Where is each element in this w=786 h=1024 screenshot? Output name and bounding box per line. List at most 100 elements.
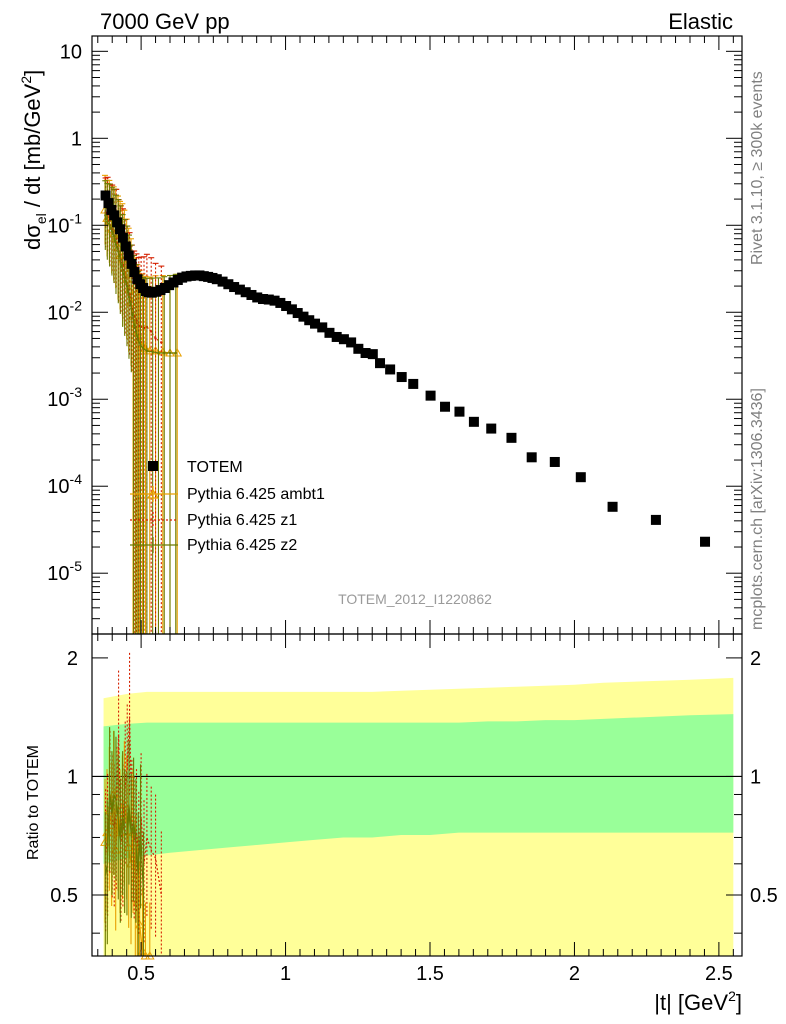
ratio-tick-label-left: 0.5 xyxy=(50,885,78,907)
y-tick-label: 10-4 xyxy=(47,471,82,498)
legend-label-z2: Pythia 6.425 z2 xyxy=(187,537,297,554)
ratio-y-axis-label: Ratio to TOTEM xyxy=(25,745,42,860)
legend-marker-ambt1 xyxy=(146,488,160,499)
ratio-band-inner xyxy=(103,714,734,864)
point-totem xyxy=(281,301,292,312)
x-axis: 0.5 1 1.5 2 2.5 xyxy=(97,36,734,985)
y-tick-label: 1 xyxy=(71,128,82,150)
point-totem xyxy=(298,311,309,322)
y-tick-label: 10-1 xyxy=(47,210,82,237)
point-totem xyxy=(440,401,451,412)
point-totem xyxy=(396,372,407,383)
point-totem xyxy=(324,327,335,338)
ratio-tick-label-right: 1 xyxy=(750,766,761,788)
point-totem xyxy=(126,258,137,269)
point-totem xyxy=(109,210,120,221)
top-y-axis-label: dσel / dt [mb/GeV2] xyxy=(18,70,49,250)
point-totem xyxy=(454,406,465,417)
point-totem xyxy=(123,250,134,261)
point-totem xyxy=(486,423,497,434)
x-tick-label: 1.5 xyxy=(416,963,444,985)
legend-item-z2: Pythia 6.425 z2 xyxy=(130,537,297,554)
point-totem xyxy=(269,295,280,306)
series-line-z1 xyxy=(105,212,162,343)
point-totem xyxy=(240,287,251,298)
legend: TOTEM Pythia 6.425 ambt1 Pythia 6.425 z1… xyxy=(130,459,325,554)
point-totem xyxy=(252,292,263,303)
watermark: TOTEM_2012_I1220862 xyxy=(338,591,492,607)
x-tick-label: 2.5 xyxy=(705,963,733,985)
ratio-tick-label-left: 2 xyxy=(67,648,78,670)
point-totem xyxy=(106,204,117,215)
point-totem xyxy=(468,416,479,427)
point-totem xyxy=(408,378,419,389)
point-totem xyxy=(575,472,586,483)
x-tick-label: 2 xyxy=(569,963,580,985)
point-totem xyxy=(385,364,396,375)
legend-label-ambt1: Pythia 6.425 ambt1 xyxy=(187,486,325,503)
point-totem xyxy=(304,315,315,326)
point-totem xyxy=(310,318,321,329)
header-left: 7000 GeV pp xyxy=(100,9,230,34)
point-totem xyxy=(117,232,128,243)
point-totem xyxy=(120,241,131,252)
legend-item-z1: Pythia 6.425 z1 xyxy=(130,512,297,529)
point-totem xyxy=(132,274,143,285)
point-totem xyxy=(331,331,342,342)
point-totem xyxy=(217,276,228,287)
ratio-tick-label-left: 1 xyxy=(67,766,78,788)
point-totem xyxy=(100,190,111,201)
x-tick-label: 0.5 xyxy=(127,963,155,985)
side-text-bottom: mcplots.cern.ch [arXiv:1306.3436] xyxy=(749,388,766,630)
legend-label-z1: Pythia 6.425 z1 xyxy=(187,512,297,529)
y-tick-label: 10 xyxy=(60,41,82,63)
legend-item-ambt1: Pythia 6.425 ambt1 xyxy=(130,486,325,503)
legend-marker-totem xyxy=(148,461,158,471)
point-totem xyxy=(317,322,328,333)
y-tick-label: 10-2 xyxy=(47,297,82,324)
point-totem xyxy=(263,294,274,305)
legend-item-totem: TOTEM xyxy=(148,459,243,476)
point-totem xyxy=(353,343,364,354)
legend-label-totem: TOTEM xyxy=(187,459,243,476)
main-panel: 10-5 10-4 10-3 10-2 10-1 1 10 TOTEM_2012_I1220… xyxy=(47,35,743,635)
point-totem xyxy=(607,501,618,512)
point-totem xyxy=(234,284,245,295)
point-totem xyxy=(258,294,269,305)
point-totem xyxy=(367,349,378,360)
point-totem xyxy=(425,390,436,401)
ratio-tick-label-right: 2 xyxy=(750,648,761,670)
point-totem xyxy=(246,289,257,300)
ratio-panel: 0.5 0.5 1 1 2 2 xyxy=(50,633,778,960)
point-totem xyxy=(275,297,286,308)
point-totem xyxy=(103,198,114,209)
ratio-panel-frame xyxy=(91,633,743,957)
point-totem xyxy=(375,358,386,369)
point-totem xyxy=(360,348,371,359)
ratio-tick-label-right: 0.5 xyxy=(750,885,778,907)
x-tick-label: 1 xyxy=(280,963,291,985)
x-axis-label: |t| [GeV2] xyxy=(654,988,742,1015)
point-totem xyxy=(286,304,297,315)
point-totem xyxy=(549,456,560,467)
series-line-z2 xyxy=(104,215,176,354)
point-totem xyxy=(229,282,240,293)
point-totem xyxy=(346,337,357,348)
point-totem xyxy=(650,514,661,525)
y-tick-label: 10-3 xyxy=(47,384,82,411)
point-totem xyxy=(338,334,349,345)
y-tick-label: 10-5 xyxy=(47,558,82,585)
point-totem xyxy=(700,536,711,547)
header-right: Elastic xyxy=(668,9,733,34)
ratio-point-ambt1 xyxy=(137,946,148,955)
point-totem xyxy=(526,452,537,463)
point-totem xyxy=(211,274,222,285)
point-totem xyxy=(506,432,517,443)
point-totem xyxy=(292,308,303,319)
point-totem xyxy=(129,267,140,278)
ratio-line-z2 xyxy=(104,790,145,896)
side-text-top: Rivet 3.1.10, ≥ 300k events xyxy=(749,71,766,265)
point-totem xyxy=(115,224,126,235)
point-totem xyxy=(112,217,123,228)
